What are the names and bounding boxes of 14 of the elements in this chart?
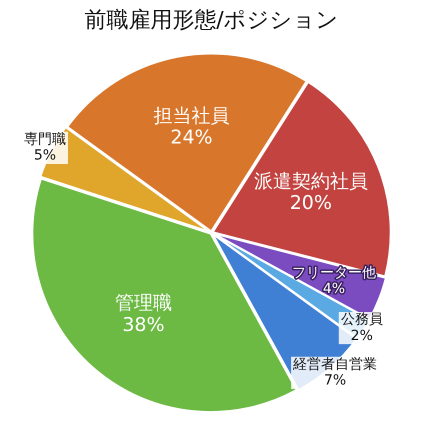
slice-label: 管理職 bbox=[114, 292, 172, 314]
slice-label: 経営者自営業 bbox=[292, 356, 378, 372]
slice-label: 派遣契約社員 bbox=[254, 170, 368, 192]
data-label: 20% bbox=[290, 192, 332, 214]
slice-label: 担当社員 bbox=[153, 104, 230, 127]
data-label: 38% bbox=[122, 314, 165, 336]
chart-title: 前職雇用形態/ポジション bbox=[84, 8, 339, 33]
slice-label: 公務員 bbox=[340, 312, 383, 328]
data-label: 2% bbox=[350, 328, 373, 344]
slice-label: 専門職 bbox=[24, 131, 66, 148]
data-label: 7% bbox=[324, 372, 346, 389]
data-label: 24% bbox=[170, 126, 213, 149]
data-label: 4% bbox=[322, 280, 346, 297]
data-label: 5% bbox=[34, 148, 56, 164]
